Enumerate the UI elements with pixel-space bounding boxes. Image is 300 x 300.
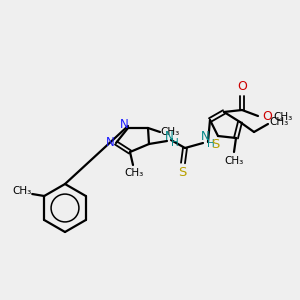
Text: N: N [201,130,209,143]
Text: CH₃: CH₃ [269,117,289,127]
Text: O: O [262,110,272,124]
Text: H: H [171,138,179,148]
Text: O: O [237,80,247,94]
Text: CH₃: CH₃ [160,127,180,137]
Text: N: N [106,136,114,149]
Text: H: H [207,139,215,149]
Text: CH₃: CH₃ [13,186,32,196]
Text: N: N [165,130,173,142]
Text: S: S [211,139,219,152]
Text: S: S [178,166,186,178]
Text: CH₃: CH₃ [124,168,144,178]
Text: CH₃: CH₃ [224,156,244,166]
Text: CH₃: CH₃ [273,112,292,122]
Text: N: N [120,118,128,130]
